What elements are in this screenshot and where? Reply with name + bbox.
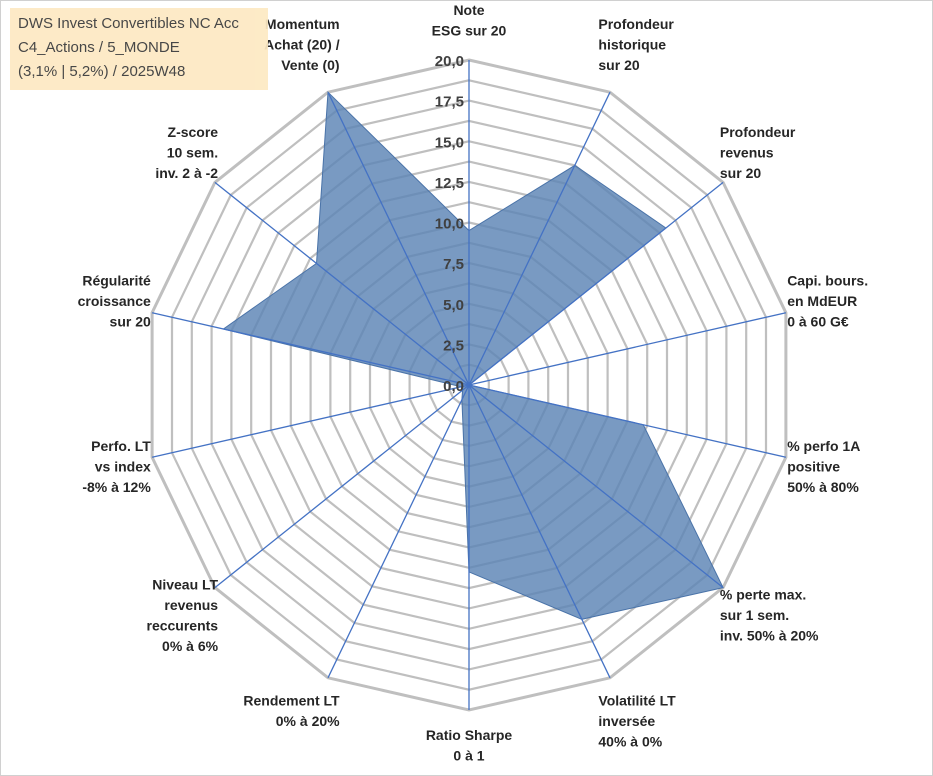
r-tick-label: 20,0 (435, 53, 464, 70)
label-layer: Note ESG sur 20 Profondeur historique sur 20… (78, 2, 868, 764)
axis-label: Profondeur historique sur 20 (598, 16, 674, 73)
axis-label: Note ESG sur 20 (432, 2, 507, 39)
axis-label: Régularité croissance sur 20 (78, 273, 151, 330)
axis-spoke (468, 384, 787, 458)
r-tick-label: 2,5 (443, 337, 464, 354)
axis-spoke (468, 384, 724, 589)
axis-label: % perfo 1A positive 50% à 80% (787, 438, 860, 495)
axis-spoke (327, 384, 470, 679)
axis-label: Z-score 10 sem. inv. 2 à -2 (155, 124, 218, 181)
axis-label: Volatilité LT inversée 40% à 0% (598, 692, 676, 749)
chart-stats: (3,1% | 5,2%) / 2025W48 (18, 63, 186, 80)
r-tick-label: 10,0 (435, 216, 464, 233)
axis-label: % perte max. sur 1 sem. inv. 50% à 20% (720, 587, 819, 644)
axis-label: Capi. bours. en MdEUR 0 à 60 G€ (787, 273, 868, 330)
axis-spoke (468, 312, 787, 386)
axis-label: Momentum Achat (20) / Vente (0) (264, 16, 340, 73)
axis-spoke (468, 181, 724, 386)
spoke-layer (151, 60, 787, 710)
axis-spoke (214, 181, 470, 386)
axis-spoke (468, 91, 611, 386)
chart-title-box: DWS Invest Convertibles NC Acc C4_Action… (10, 8, 268, 90)
r-tick-label: 17,5 (435, 94, 464, 111)
tick-layer: 0,0 2,5 5,0 7,5 10,0 12,5 15,0 17,5 20,0 (435, 53, 464, 395)
axis-label: Perfo. LT vs index -8% à 12% (82, 438, 151, 495)
chart-title: DWS Invest Convertibles NC Acc (18, 15, 239, 32)
axis-spoke (468, 384, 611, 679)
axis-spoke (151, 384, 470, 458)
axis-label: Rendement LT 0% à 20% (243, 692, 340, 729)
axis-label: Profondeur revenus sur 20 (720, 124, 796, 181)
axis-spoke (327, 91, 470, 386)
chart-category: C4_Actions / 5_MONDE (18, 39, 180, 56)
r-tick-label: 0,0 (443, 378, 464, 395)
axis-label: Ratio Sharpe 0 à 1 (426, 727, 513, 764)
axis-spoke (214, 384, 470, 589)
axis-spoke (151, 312, 470, 386)
r-tick-label: 7,5 (443, 256, 464, 273)
r-tick-label: 5,0 (443, 297, 464, 314)
axis-label: Niveau LT revenus reccurents 0% à 6% (147, 576, 219, 654)
r-tick-label: 15,0 (435, 134, 464, 151)
r-tick-label: 12,5 (435, 175, 464, 192)
